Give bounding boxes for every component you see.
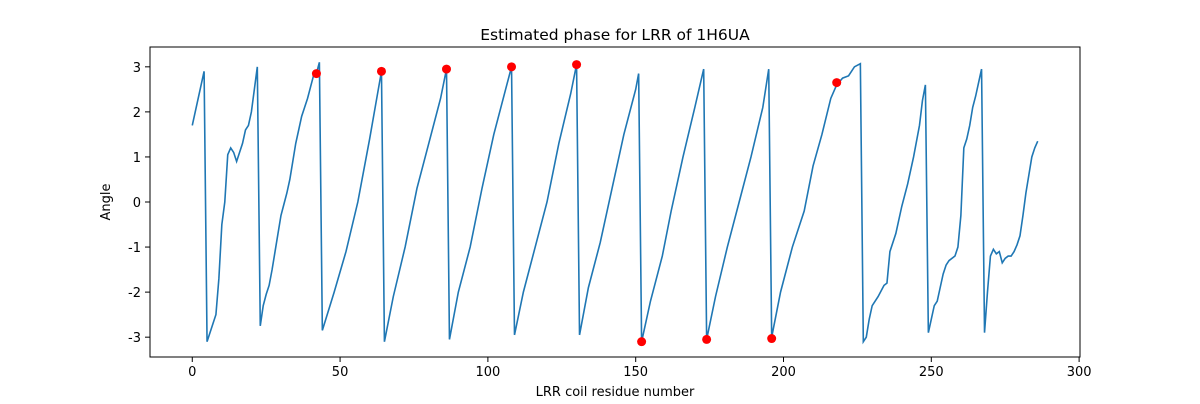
data-point <box>767 334 777 344</box>
y-tick-label: 3 <box>133 61 141 76</box>
x-tick-label: 0 <box>188 365 196 380</box>
data-point <box>311 69 321 79</box>
data-point <box>637 337 647 347</box>
chart-title: Estimated phase for LRR of 1H6UA <box>480 26 750 44</box>
x-tick-label: 200 <box>771 365 796 380</box>
y-tick-label: -2 <box>128 286 141 301</box>
y-axis-label: Angle <box>99 184 114 221</box>
x-tick-label: 250 <box>919 365 944 380</box>
x-tick-label: 50 <box>332 365 349 380</box>
x-tick-label: 100 <box>475 365 500 380</box>
x-axis-label: LRR coil residue number <box>536 385 695 400</box>
y-tick-label: 1 <box>133 151 141 166</box>
data-point <box>572 60 582 70</box>
data-point <box>702 334 712 344</box>
plot-frame <box>149 46 1081 358</box>
data-point <box>832 78 842 88</box>
x-tick-label: 150 <box>623 365 648 380</box>
y-tick-label: 2 <box>133 106 141 121</box>
data-line <box>191 62 1039 345</box>
x-tick-label: 300 <box>1067 365 1092 380</box>
data-point <box>376 66 386 76</box>
y-tick-label: -1 <box>128 241 141 256</box>
y-tick-label: -3 <box>128 331 141 346</box>
y-tick-label: 0 <box>133 196 141 211</box>
data-point <box>442 64 452 74</box>
data-point <box>507 62 517 72</box>
